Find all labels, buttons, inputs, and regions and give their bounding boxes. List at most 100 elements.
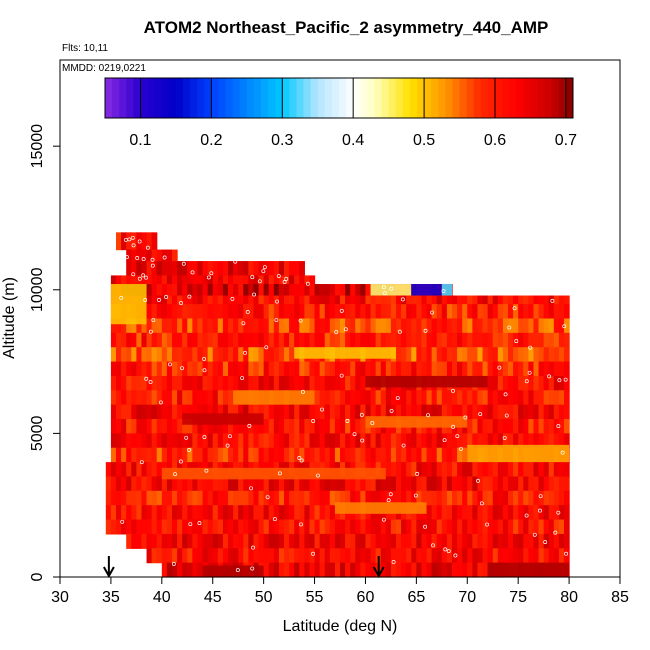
heat-cell — [233, 261, 239, 277]
heat-cell — [457, 347, 463, 363]
heat-cell — [126, 318, 132, 334]
sample-point — [225, 443, 230, 448]
heat-cell — [309, 433, 316, 449]
heat-cell — [513, 347, 519, 363]
heat-cell — [243, 332, 249, 348]
heat-cell — [426, 462, 433, 478]
heat-cell — [233, 447, 239, 463]
heat-cell — [217, 490, 224, 506]
heat-cell — [411, 433, 417, 449]
sample-point — [345, 419, 350, 423]
heat-cell — [497, 375, 504, 391]
heat-cell — [564, 476, 570, 492]
heat-cell — [187, 404, 193, 420]
heat-cell — [436, 390, 443, 406]
heat-cell — [416, 347, 423, 363]
heat-cell — [284, 562, 290, 578]
heat-cell — [268, 318, 275, 334]
y-tick-label: 0 — [29, 572, 46, 581]
heat-cell — [319, 519, 326, 535]
heat-cell — [406, 433, 412, 449]
heat-cell — [462, 361, 468, 377]
heat-cell — [207, 433, 214, 449]
heat-cell — [258, 548, 265, 564]
heat-cell — [467, 533, 473, 549]
colorbar-cell — [126, 78, 134, 118]
sample-point — [413, 493, 418, 498]
heat-cell — [365, 361, 372, 377]
heat-cell — [401, 462, 407, 478]
heatmap-cells — [105, 232, 570, 578]
sample-point — [181, 261, 186, 266]
heat-cell — [324, 476, 331, 492]
heat-cell — [528, 361, 535, 377]
heat-cell — [268, 304, 275, 320]
heat-cell — [380, 548, 387, 564]
heat-cell — [441, 519, 448, 535]
heat-cell — [340, 490, 346, 506]
heat-cell — [497, 347, 504, 363]
heat-cell — [365, 562, 372, 578]
heat-cell — [340, 519, 346, 535]
heat-cell — [304, 332, 311, 348]
heat-cell — [411, 404, 417, 420]
colorbar-cell — [147, 78, 156, 118]
heat-cell — [548, 390, 555, 406]
sample-point — [431, 543, 435, 548]
colorbar — [104, 77, 574, 119]
heat-cell — [548, 490, 555, 506]
colorbar-cell — [487, 78, 496, 118]
heat-cell — [238, 318, 244, 334]
heat-cell — [564, 462, 570, 478]
heat-cell — [278, 275, 285, 285]
heat-cell — [314, 332, 321, 348]
heat-cell — [340, 533, 346, 549]
heat-cell — [172, 318, 178, 334]
heat-cell — [182, 375, 188, 391]
heat-cell — [121, 347, 127, 363]
heat-cell — [528, 462, 535, 478]
heat-cell — [319, 404, 326, 420]
heat-cell — [401, 490, 407, 506]
heat-cell — [110, 390, 117, 406]
heat-cell — [177, 361, 183, 377]
sample-point — [400, 297, 405, 302]
heat-cell — [253, 433, 260, 449]
heat-cell — [446, 361, 453, 377]
heat-cell — [548, 462, 555, 478]
heat-cell — [345, 361, 351, 377]
heat-cell — [309, 562, 316, 578]
sample-point — [179, 301, 183, 305]
heat-cell — [222, 419, 229, 434]
heat-cell — [538, 476, 545, 492]
heat-cell — [263, 476, 270, 492]
heat-cell — [319, 332, 326, 348]
heat-cell — [156, 318, 163, 334]
heat-cell — [518, 433, 524, 449]
heat-cell — [457, 519, 463, 535]
heat-cell — [350, 562, 356, 578]
sample-point — [250, 566, 255, 571]
heat-cell — [396, 562, 402, 578]
heat-cell — [187, 562, 193, 578]
heat-cell — [202, 476, 209, 492]
heat-cell — [452, 332, 458, 348]
sample-point — [550, 298, 555, 303]
heat-cell — [457, 318, 463, 334]
heat-cell — [548, 332, 555, 348]
heat-cell — [126, 476, 132, 492]
heat-cell — [126, 519, 132, 535]
sample-point — [148, 329, 153, 334]
heat-cell — [472, 318, 479, 334]
heat-cell — [192, 533, 199, 549]
heat-cell — [502, 295, 509, 305]
heat-cell — [243, 433, 249, 449]
heat-cell — [513, 404, 519, 420]
heat-cell — [238, 404, 244, 420]
heat-cell — [161, 404, 168, 420]
heat-cell — [472, 347, 479, 363]
heat-cell — [538, 548, 545, 564]
heat-cell — [329, 562, 336, 578]
heat-cell — [243, 295, 249, 305]
heat-cell — [436, 476, 443, 492]
